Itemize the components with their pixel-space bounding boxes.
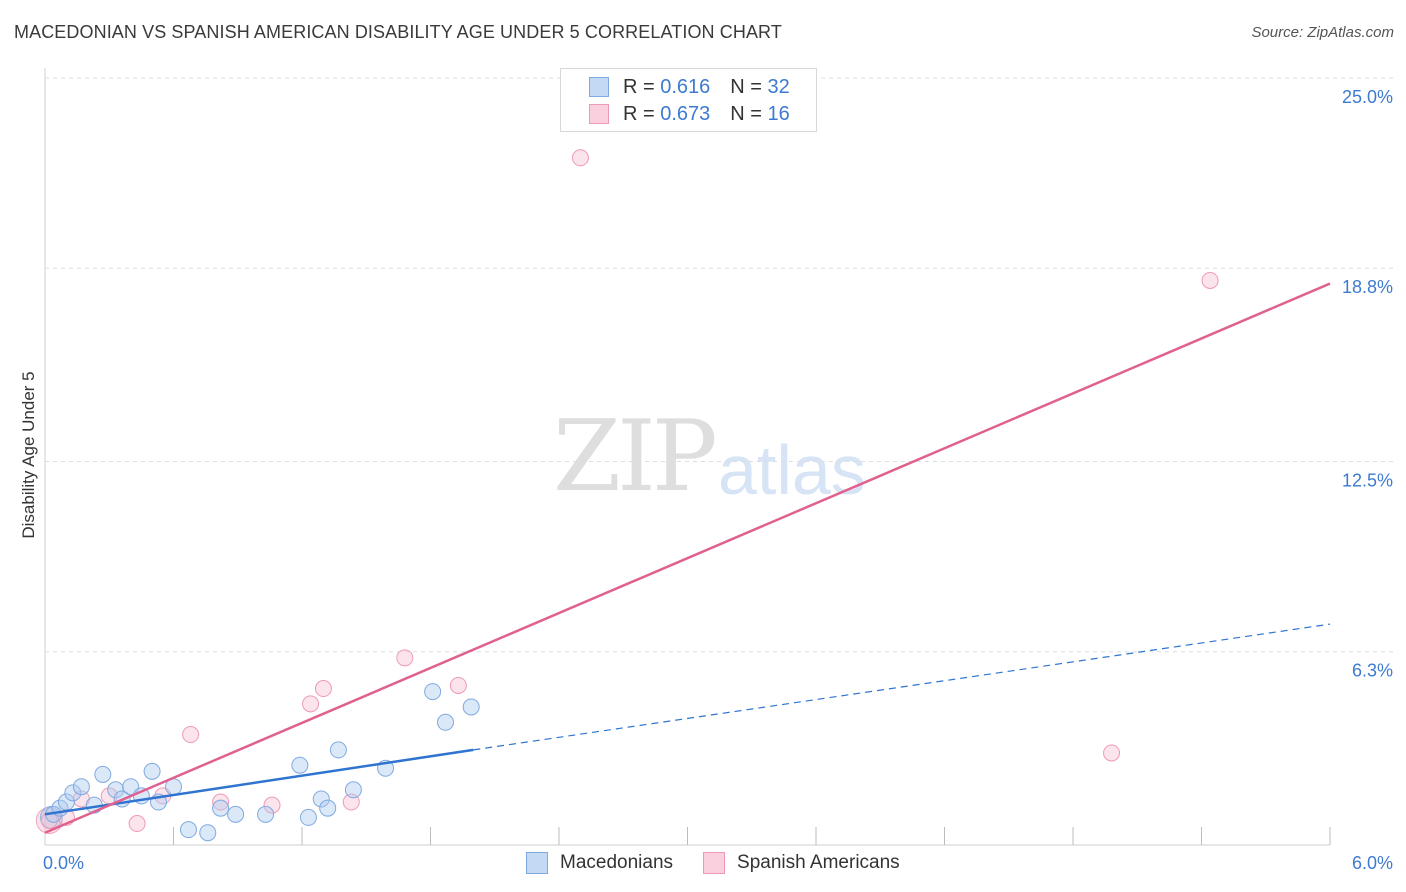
macedonian-point [299,808,317,826]
macedonian-point [319,799,337,817]
macedonians-legend-icon [526,852,548,874]
macedonian-point [64,784,82,802]
y-tick-label: 25.0% [1342,87,1393,107]
y-tick-label: 6.3% [1352,661,1393,681]
spanish-point [302,695,320,713]
spanish-point [571,149,589,167]
spanish-point [1201,271,1219,289]
spanish-point [182,726,200,744]
y-tick-label: 12.5% [1342,471,1393,491]
y-axis-label: Disability Age Under 5 [19,371,38,538]
spanish-trendline [44,282,1331,834]
macedonian-point [94,765,112,783]
r-value: 0.673 [660,102,711,125]
macedonians-trendline-extension [473,623,1331,751]
series-legend: Macedonians Spanish Americans [526,852,930,874]
stats-legend-row-spanish: R = 0.673 N = 16 [589,101,790,127]
n-label: N = [730,75,762,98]
stats-legend: R = 0.616 N = 32 R = 0.673 N = 16 [560,68,817,132]
x-tick-label: 0.0% [43,853,84,873]
macedonian-point [424,683,442,701]
r-label: R = [623,102,655,125]
macedonian-point [143,762,161,780]
legend-item-macedonians: Macedonians [526,852,673,874]
macedonian-point [199,824,217,842]
stats-legend-row-macedonians: R = 0.616 N = 32 [589,74,790,100]
chart-title: MACEDONIAN VS SPANISH AMERICAN DISABILIT… [14,22,782,42]
macedonian-point [329,741,347,759]
watermark-atlas: atlas [718,431,866,509]
spanish-point [1103,744,1121,762]
source-label: Source: ZipAtlas.com [1251,24,1394,41]
legend-label-macedonians: Macedonians [560,852,674,873]
macedonians-trendline [44,748,474,816]
macedonians-swatch-icon [589,77,609,97]
macedonian-point [344,781,362,799]
spanish-point [263,796,281,814]
macedonian-point [212,799,230,817]
spanish-point [212,793,230,811]
y-tick-label: 18.8% [1342,277,1393,297]
n-label: N = [730,102,762,125]
macedonian-point [436,713,454,731]
macedonian-point [227,805,245,823]
legend-label-spanish: Spanish Americans [737,852,900,873]
spanish-legend-icon [703,852,726,874]
spanish-swatch-icon [589,104,609,124]
spanish-point [128,815,146,833]
macedonian-point [179,821,197,839]
macedonian-point [312,790,330,808]
legend-item-spanish: Spanish Americans [703,852,900,874]
watermark-zip: ZIP [553,400,718,514]
macedonian-point [291,756,309,774]
r-label: R = [623,75,655,98]
spanish-point [449,676,467,694]
x-tick-label: 6.0% [1352,853,1393,873]
n-value: 32 [767,75,790,98]
macedonian-point [257,805,275,823]
macedonian-point [462,698,480,716]
n-value: 16 [767,102,790,125]
spanish-point [314,680,332,698]
spanish-point [396,649,414,667]
macedonian-point [72,778,90,796]
r-value: 0.616 [660,75,711,98]
